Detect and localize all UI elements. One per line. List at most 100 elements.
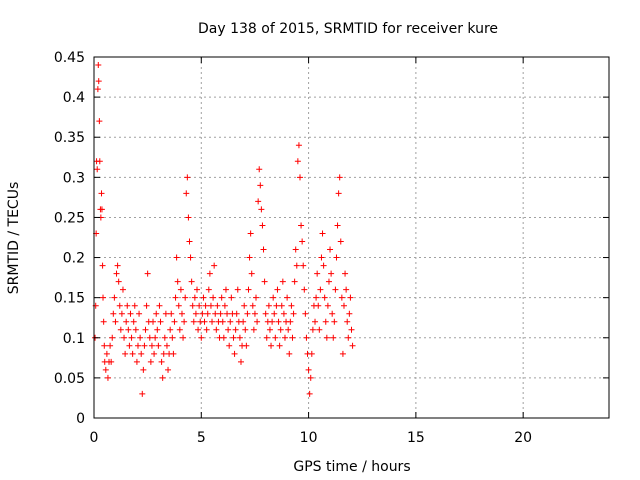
data-point	[309, 326, 316, 333]
data-point	[263, 334, 270, 341]
data-point	[300, 262, 307, 269]
data-point	[298, 222, 305, 229]
data-point	[332, 286, 339, 293]
data-point	[184, 174, 191, 181]
y-tick-label: 0.25	[54, 210, 85, 226]
data-point	[209, 318, 216, 325]
data-point	[156, 302, 163, 309]
grid-lines	[94, 57, 609, 418]
data-point	[256, 166, 263, 173]
data-point	[240, 318, 247, 325]
y-tick-label: 0.4	[63, 90, 85, 106]
data-point	[299, 238, 306, 245]
data-point	[139, 390, 146, 397]
data-point	[94, 86, 101, 93]
data-point	[297, 174, 303, 181]
data-point	[323, 334, 330, 341]
data-point	[260, 246, 267, 253]
data-point	[136, 310, 143, 317]
data-point	[342, 270, 349, 277]
data-point	[253, 294, 260, 301]
data-point	[288, 302, 295, 309]
data-point	[307, 374, 314, 381]
y-axis-label: SRMTID / TECUs	[6, 182, 22, 295]
data-point	[138, 350, 145, 357]
data-point	[101, 342, 108, 349]
data-point	[273, 302, 280, 309]
data-point	[100, 294, 107, 301]
data-point	[325, 278, 332, 285]
x-tick-label: 10	[300, 430, 318, 446]
data-point	[344, 318, 351, 325]
data-point	[144, 270, 151, 277]
data-point	[203, 326, 210, 333]
y-tick-label: 0.3	[63, 170, 85, 186]
y-tick-label: 0.05	[54, 371, 85, 387]
data-point	[230, 334, 237, 341]
data-point	[281, 334, 288, 341]
data-point	[336, 174, 343, 181]
data-point	[107, 342, 114, 349]
data-point	[168, 310, 175, 317]
data-point	[169, 334, 176, 341]
data-point	[234, 286, 241, 293]
data-point	[194, 286, 200, 293]
y-tick-label: 0.1	[63, 331, 85, 347]
data-point	[176, 326, 183, 333]
data-point	[133, 358, 140, 365]
data-point	[171, 318, 178, 325]
data-point	[103, 350, 110, 357]
data-point	[262, 310, 269, 317]
data-point	[143, 302, 150, 309]
data-point	[122, 350, 129, 357]
data-point	[181, 318, 188, 325]
data-point	[188, 278, 195, 285]
data-point	[224, 310, 231, 317]
x-tick-label: 5	[197, 430, 206, 446]
data-point	[192, 310, 199, 317]
y-tick-label: 0.35	[54, 130, 85, 146]
data-point	[278, 302, 285, 309]
data-point	[328, 270, 335, 277]
data-point	[246, 254, 253, 261]
data-point	[134, 342, 141, 349]
data-point	[226, 342, 233, 349]
data-point	[104, 374, 111, 381]
data-point	[152, 334, 159, 341]
data-point	[172, 294, 179, 301]
data-point	[205, 286, 212, 293]
data-point	[346, 310, 353, 317]
data-point	[315, 302, 322, 309]
data-point	[219, 318, 226, 325]
data-points	[92, 62, 356, 397]
data-point	[213, 326, 220, 333]
data-point	[292, 246, 299, 253]
data-point	[343, 286, 350, 293]
data-point	[295, 142, 302, 149]
data-point	[180, 334, 187, 341]
data-point	[284, 294, 291, 301]
data-point	[96, 118, 103, 125]
data-point	[231, 350, 238, 357]
data-point	[330, 334, 337, 341]
data-point	[94, 166, 101, 173]
data-point	[130, 318, 137, 325]
y-tick-label: 0	[76, 411, 85, 427]
data-point	[186, 238, 193, 245]
data-point	[316, 326, 323, 333]
data-point	[279, 278, 286, 285]
data-point	[161, 334, 168, 341]
data-point	[333, 254, 340, 261]
data-point	[222, 286, 229, 293]
data-point	[167, 326, 174, 333]
data-point	[140, 366, 147, 373]
data-point	[191, 294, 198, 301]
data-point	[142, 326, 149, 333]
data-point	[245, 286, 252, 293]
data-point	[268, 342, 275, 349]
data-point	[162, 310, 169, 317]
data-point	[250, 326, 257, 333]
data-point	[202, 302, 209, 309]
data-point	[189, 302, 196, 309]
